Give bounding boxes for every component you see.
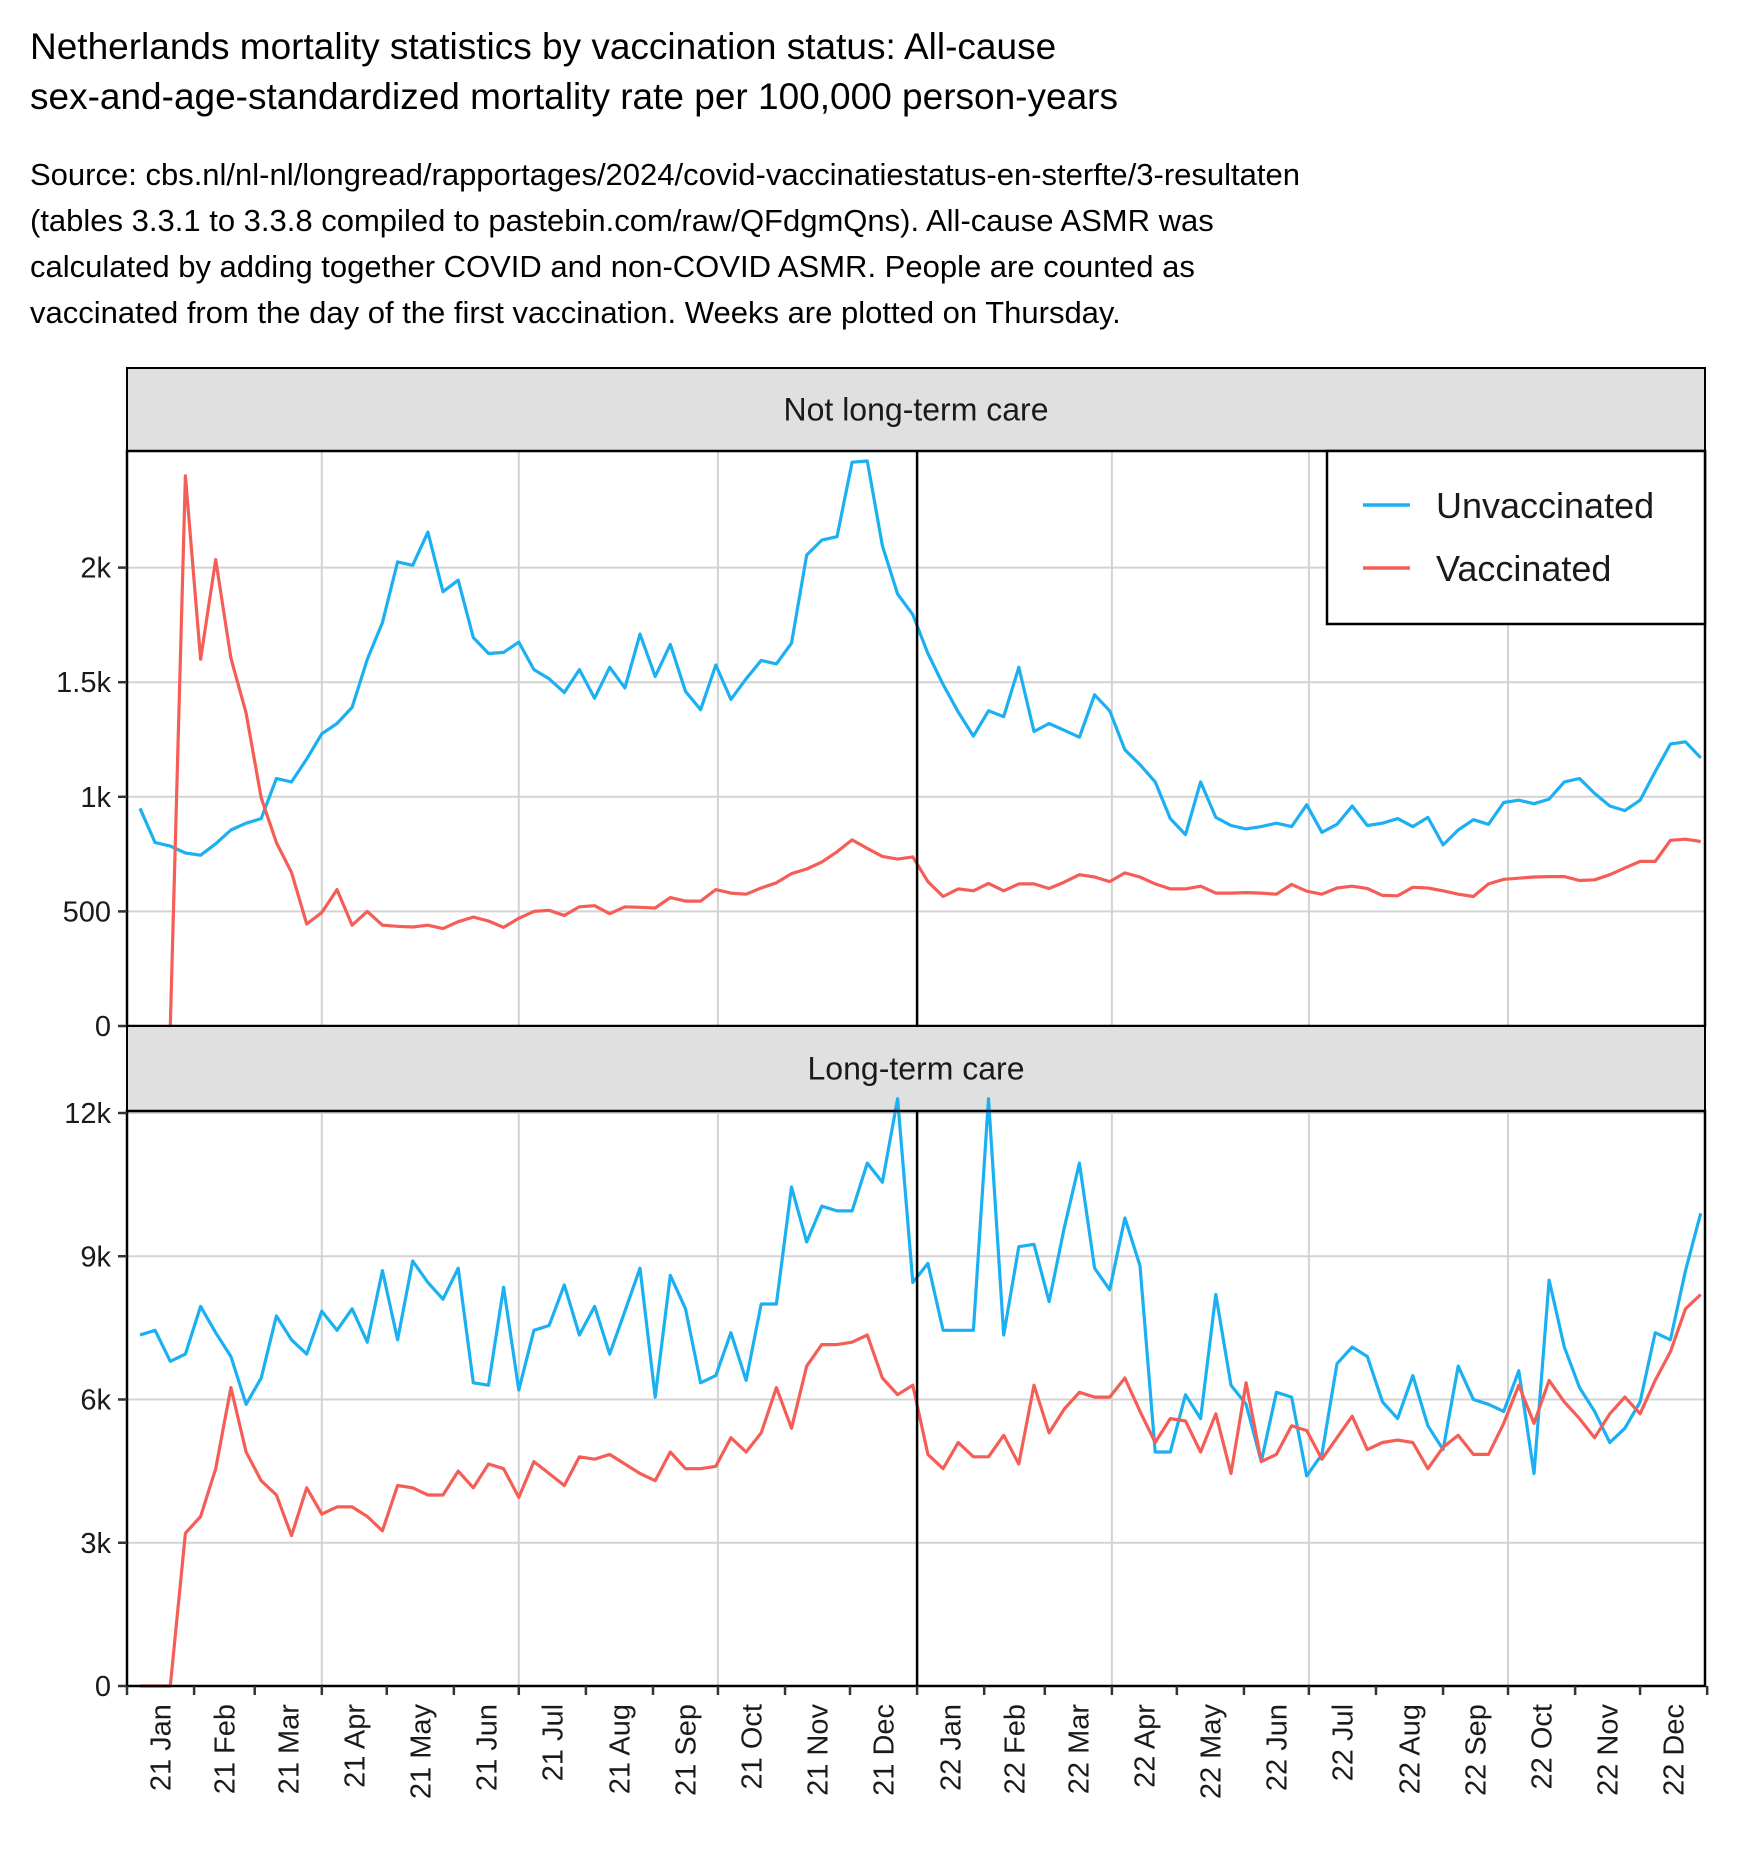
facet-strip-label-not-ltc: Not long-term care — [784, 392, 1049, 428]
facet-strip-ltc — [126, 1025, 1706, 1112]
chart-subtitle-line-1: Source: cbs.nl/nl-nl/longread/rapportage… — [30, 157, 1300, 192]
x-tick-label-10: 21 Nov — [803, 1703, 835, 1795]
y-tick-label-not-ltc-0: 0 — [95, 1011, 111, 1043]
chart-title-line-2: sex-and-age-standardized mortality rate … — [30, 76, 1118, 117]
series-line-unvaccinated-not-ltc — [138, 459, 1702, 857]
x-tick-label-5: 21 Jun — [471, 1704, 503, 1791]
y-tick-label-ltc-0: 0 — [95, 1671, 111, 1703]
chart-title-line-1: Netherlands mortality statistics by vacc… — [30, 26, 1057, 67]
x-tick-label-9: 21 Oct — [737, 1704, 769, 1789]
legend-label-unvaccinated: Unvaccinated — [1436, 485, 1654, 526]
facet-strip-not-ltc — [126, 367, 1706, 452]
x-tick-label-12: 22 Jan — [936, 1704, 968, 1791]
legend: Unvaccinated Vaccinated — [1325, 449, 1707, 626]
chart-subtitle-line-2: (tables 3.3.1 to 3.3.8 compiled to paste… — [30, 203, 1214, 238]
legend-label-vaccinated: Vaccinated — [1436, 548, 1611, 589]
x-tick-label-13: 22 Feb — [1000, 1704, 1032, 1794]
y-tick-label-not-ltc-1: 500 — [63, 896, 111, 928]
series-line-unvaccinated-ltc — [139, 1097, 1703, 1478]
x-tick-label-0: 21 Jan — [146, 1704, 178, 1791]
chart-title: Netherlands mortality statistics by vacc… — [30, 22, 1710, 122]
x-tick-label-3: 21 Apr — [339, 1704, 371, 1788]
x-tick-label-6: 21 Jul — [537, 1704, 569, 1781]
x-tick-label-18: 22 Jul — [1327, 1704, 1359, 1781]
x-tick-label-16: 22 May — [1195, 1704, 1227, 1800]
y-tick-label-not-ltc-4: 2k — [80, 553, 111, 585]
x-tick-label-1: 21 Feb — [209, 1704, 241, 1794]
series-line-vaccinated-not-ltc — [168, 474, 1701, 1027]
x-tick-label-8: 21 Sep — [671, 1704, 703, 1796]
x-tick-label-14: 22 Mar — [1063, 1704, 1095, 1795]
y-tick-label-not-ltc-3: 1.5k — [56, 667, 111, 699]
x-tick-label-20: 22 Sep — [1461, 1704, 1493, 1796]
chart-subtitle-line-4: vaccinated from the day of the first vac… — [30, 295, 1121, 330]
legend-box — [1325, 449, 1707, 626]
x-tick-label-17: 22 Jun — [1261, 1704, 1293, 1791]
chart-subtitle-line-3: calculated by adding together COVID and … — [30, 249, 1195, 284]
x-tick-label-15: 22 Apr — [1129, 1704, 1161, 1788]
x-tick-label-2: 21 Mar — [273, 1704, 305, 1795]
y-tick-label-ltc-2: 6k — [80, 1385, 111, 1417]
x-tick-label-11: 21 Dec — [869, 1704, 901, 1796]
y-tick-label-ltc-1: 3k — [80, 1528, 111, 1560]
y-tick-label-ltc-3: 9k — [80, 1241, 111, 1273]
x-tick-label-19: 22 Aug — [1395, 1704, 1427, 1794]
x-tick-label-23: 22 Dec — [1659, 1704, 1691, 1796]
series-line-vaccinated-ltc — [140, 1293, 1702, 1688]
facet-strip-label-ltc: Long-term care — [808, 1051, 1025, 1087]
y-tick-label-ltc-4: 12k — [64, 1098, 111, 1130]
x-tick-label-7: 21 Aug — [604, 1704, 636, 1794]
x-tick-label-21: 22 Oct — [1527, 1704, 1559, 1789]
x-tick-label-22: 22 Nov — [1593, 1704, 1625, 1796]
chart-subtitle: Source: cbs.nl/nl-nl/longread/rapportage… — [30, 152, 1720, 336]
x-tick-label-4: 21 May — [405, 1704, 437, 1800]
y-tick-label-not-ltc-2: 1k — [80, 782, 111, 814]
